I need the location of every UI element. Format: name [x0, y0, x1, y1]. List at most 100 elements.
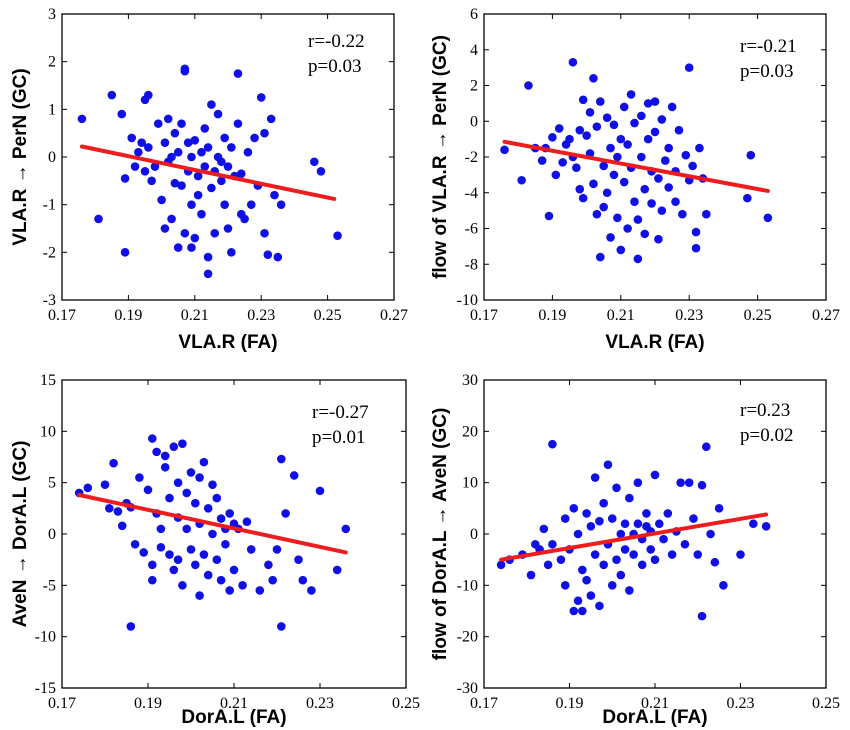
p-value: p=0.03	[740, 61, 793, 82]
data-point	[156, 524, 166, 534]
data-point	[263, 250, 273, 260]
data-point	[558, 158, 567, 167]
data-point	[616, 245, 626, 255]
y-tick-label: -15	[35, 680, 56, 697]
data-point	[586, 591, 596, 600]
data-point	[637, 111, 646, 121]
x-tick-label: 0.19	[134, 695, 162, 712]
data-point	[94, 214, 103, 224]
data-point	[607, 581, 617, 590]
data-point	[212, 555, 222, 564]
data-point	[148, 575, 157, 585]
data-point	[260, 128, 269, 138]
y-tick-label: -8	[465, 256, 478, 273]
data-point	[183, 138, 193, 147]
x-tick-label: 0.21	[607, 307, 635, 324]
data-point	[220, 200, 229, 209]
data-point	[637, 152, 646, 162]
data-point	[664, 143, 673, 153]
data-point	[266, 114, 276, 124]
data-point	[109, 458, 118, 468]
data-point	[233, 119, 243, 128]
data-point	[592, 209, 602, 219]
data-point	[148, 434, 157, 443]
data-point	[572, 163, 581, 173]
data-point	[602, 113, 612, 122]
data-point	[148, 560, 157, 570]
data-point	[582, 131, 591, 140]
regression-line	[502, 139, 770, 193]
data-point	[220, 133, 229, 143]
data-point	[200, 124, 210, 133]
data-point	[568, 57, 578, 67]
data-point	[524, 81, 533, 90]
data-point	[589, 74, 598, 83]
data-point	[595, 516, 604, 526]
data-point	[127, 133, 137, 143]
data-point	[616, 134, 626, 144]
data-point	[680, 539, 690, 549]
x-tick-label: 0.27	[380, 307, 408, 324]
x-tick-label: 0.21	[181, 307, 209, 324]
data-point	[763, 213, 773, 223]
data-point	[197, 209, 206, 219]
data-point	[227, 248, 236, 257]
y-tick-label: 15	[40, 372, 56, 389]
data-point	[602, 188, 612, 198]
data-point	[203, 269, 213, 279]
data-point	[170, 178, 180, 188]
data-point	[256, 93, 266, 102]
data-point	[544, 211, 554, 221]
y-axis-label: flow of VLA.R → PerN (GC)	[430, 35, 451, 279]
x-tick-label: 0.17	[48, 307, 76, 324]
y-tick-label: 0	[48, 526, 56, 543]
data-point	[277, 454, 286, 464]
x-tick-label: 0.19	[538, 307, 566, 324]
data-point	[565, 134, 574, 144]
data-point	[187, 152, 196, 162]
data-point	[612, 555, 621, 564]
data-point	[225, 509, 234, 518]
data-point	[152, 447, 161, 457]
data-point	[582, 575, 591, 585]
data-point	[107, 90, 117, 100]
data-point	[688, 161, 697, 171]
y-tick-label: 6	[470, 6, 478, 23]
y-tick-label: 30	[462, 372, 478, 389]
y-tick-label: -10	[35, 629, 56, 646]
x-tick-label: 0.21	[220, 695, 248, 712]
data-point	[307, 586, 316, 595]
y-tick-label: -6	[465, 221, 478, 238]
x-tick-label: 0.17	[470, 307, 498, 324]
data-point	[216, 514, 226, 523]
x-tick-label: 0.27	[812, 307, 840, 324]
p-value: p=0.03	[308, 56, 361, 77]
data-point	[633, 254, 643, 264]
data-point	[606, 233, 615, 242]
data-point	[169, 442, 179, 452]
data-point	[182, 488, 191, 498]
data-point	[681, 150, 691, 160]
data-point	[233, 69, 243, 78]
data-point	[625, 493, 634, 503]
data-point	[551, 170, 561, 180]
y-tick-label: -10	[457, 577, 478, 594]
x-tick-label: 0.21	[641, 695, 669, 712]
data-point	[143, 485, 153, 495]
data-point	[165, 493, 174, 503]
data-point	[167, 214, 176, 224]
data-point	[139, 548, 148, 557]
y-tick-label: 4	[470, 42, 478, 59]
data-point	[207, 100, 216, 109]
data-point	[177, 181, 186, 190]
data-point	[100, 480, 110, 490]
y-tick-label: -20	[457, 629, 478, 646]
y-tick-label: 3	[48, 6, 56, 23]
data-point	[289, 471, 299, 480]
data-point	[190, 233, 200, 243]
data-point	[697, 611, 707, 621]
data-point	[548, 439, 557, 449]
data-point	[341, 524, 351, 534]
data-point	[153, 119, 163, 128]
data-point	[120, 174, 130, 183]
